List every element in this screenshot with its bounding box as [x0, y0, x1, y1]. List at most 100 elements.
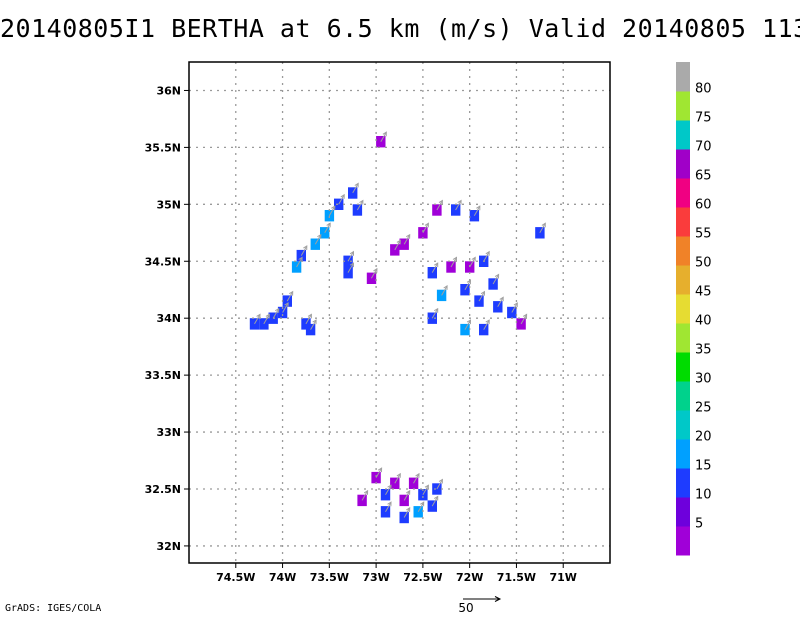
wind-vector — [431, 262, 439, 273]
y-tick-label: 36N — [156, 84, 181, 97]
wind-vector — [375, 467, 383, 478]
wind-vector — [450, 256, 458, 268]
colorbar-swatch — [676, 526, 690, 556]
wind-vector — [431, 495, 439, 507]
x-tick-label: 73.5W — [310, 571, 349, 584]
colorbar-swatch — [676, 381, 690, 411]
colorbar-swatch — [676, 439, 690, 469]
y-tick-label: 33N — [156, 426, 181, 439]
x-tick-label: 72.5W — [403, 571, 442, 584]
grads-credit: GrADS: IGES/COLA — [5, 603, 102, 614]
colorbar-swatch — [676, 323, 690, 353]
wind-vector — [314, 233, 322, 245]
wind-vector — [422, 484, 429, 495]
colorbar-label: 50 — [695, 255, 712, 270]
wind-vector — [473, 205, 481, 216]
colorbar-label: 25 — [695, 400, 712, 415]
x-tick-label: 72W — [456, 571, 483, 584]
wind-vector — [464, 279, 472, 290]
wind-vector — [361, 489, 369, 501]
wind-vector — [520, 313, 528, 325]
wind-vector — [356, 199, 364, 211]
wind-vector — [394, 472, 401, 484]
wind-vector — [413, 472, 420, 484]
y-axis-ticks: 32N 32.5N 33N 33.5N 34N 34.5N 35N 35.5N 36N — [145, 84, 189, 553]
wind-vector — [300, 245, 308, 256]
colorbar-swatch — [676, 62, 690, 92]
colorbar-swatch — [676, 352, 690, 382]
colorbar-swatch — [676, 497, 690, 527]
reference-vector — [463, 596, 502, 602]
colorbar-label: 20 — [695, 429, 712, 444]
x-axis-ticks: 74.5W 74W 73.5W 73W 72.5W 72W 71.5W 71W — [216, 563, 577, 584]
wind-vector — [254, 313, 261, 325]
wind-cell — [488, 278, 498, 290]
wind-vector — [469, 256, 476, 268]
wind-vector — [380, 131, 387, 142]
x-tick-label: 74W — [269, 571, 296, 584]
wind-vector — [478, 290, 486, 302]
wind-vector — [385, 501, 392, 513]
colorbar-label: 70 — [695, 140, 712, 155]
wind-cell — [343, 267, 353, 279]
colorbar-label: 35 — [695, 342, 712, 357]
wind-vector — [403, 233, 411, 245]
wind-vector — [403, 506, 411, 518]
wind-vector — [286, 290, 294, 302]
grid-lines — [189, 62, 610, 563]
colorbar-label: 60 — [695, 198, 712, 213]
y-tick-label: 33.5N — [145, 369, 181, 382]
colorbar-swatch — [676, 207, 690, 237]
wind-vector — [282, 302, 289, 313]
wind-cell — [436, 289, 447, 302]
x-tick-label: 74.5W — [216, 571, 255, 584]
wind-vector — [436, 478, 443, 490]
wind-vector — [403, 489, 411, 501]
wind-vector — [511, 302, 518, 313]
wind-vector — [347, 250, 354, 262]
wind-vector — [464, 319, 472, 330]
colorbar-swatch — [676, 178, 690, 208]
wind-cell — [348, 187, 358, 199]
wind-vector — [272, 307, 280, 319]
wind-vector — [497, 296, 504, 308]
wind-cell — [249, 318, 260, 330]
colorbar-label: 80 — [695, 82, 712, 97]
reference-vector-label: 50 — [458, 601, 474, 615]
wind-vector — [441, 284, 448, 296]
colorbar-swatch — [676, 236, 690, 266]
wind-vector — [296, 256, 303, 268]
wind-vector — [347, 262, 354, 273]
wind-vector — [492, 273, 500, 285]
colorbar-swatch — [676, 91, 690, 121]
wind-vector — [305, 313, 312, 325]
colorbar-label: 55 — [695, 227, 712, 242]
wind-vector — [328, 205, 336, 216]
colorbar-swatch — [676, 410, 690, 440]
wind-vector — [338, 193, 345, 205]
wind-vector — [422, 222, 429, 234]
x-tick-label: 71.5W — [497, 571, 536, 584]
y-tick-label: 32N — [156, 540, 181, 553]
colorbar: 5 10 15 20 25 30 35 40 45 50 55 60 65 70 75 80 — [676, 62, 712, 556]
wind-cell — [413, 506, 423, 518]
wind-vector — [394, 239, 401, 251]
wind-vector — [483, 250, 490, 262]
wind-cell — [357, 494, 367, 507]
colorbar-swatch — [676, 468, 690, 498]
y-tick-label: 34N — [156, 312, 181, 325]
y-tick-label: 35N — [156, 198, 181, 211]
colorbar-label: 30 — [695, 371, 712, 386]
wind-vector — [483, 319, 490, 330]
colorbar-label: 10 — [695, 487, 712, 502]
colorbar-swatch — [676, 294, 690, 324]
chart-title: 20140805I1 BERTHA at 6.5 km (m/s) Valid … — [0, 14, 800, 43]
wind-vectors — [254, 131, 546, 518]
colorbar-swatch — [676, 120, 690, 150]
wind-vector — [370, 267, 378, 279]
plot-frame — [188, 61, 611, 564]
y-tick-label: 34.5N — [145, 255, 181, 268]
wind-cell — [427, 267, 437, 279]
wind-cell — [507, 306, 517, 319]
